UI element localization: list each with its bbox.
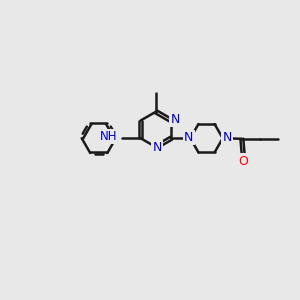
Text: NH: NH [100,130,117,143]
Text: N: N [153,141,162,154]
Text: O: O [238,155,248,168]
Text: N: N [222,131,232,144]
Text: N: N [184,131,194,144]
Text: N: N [170,112,180,126]
